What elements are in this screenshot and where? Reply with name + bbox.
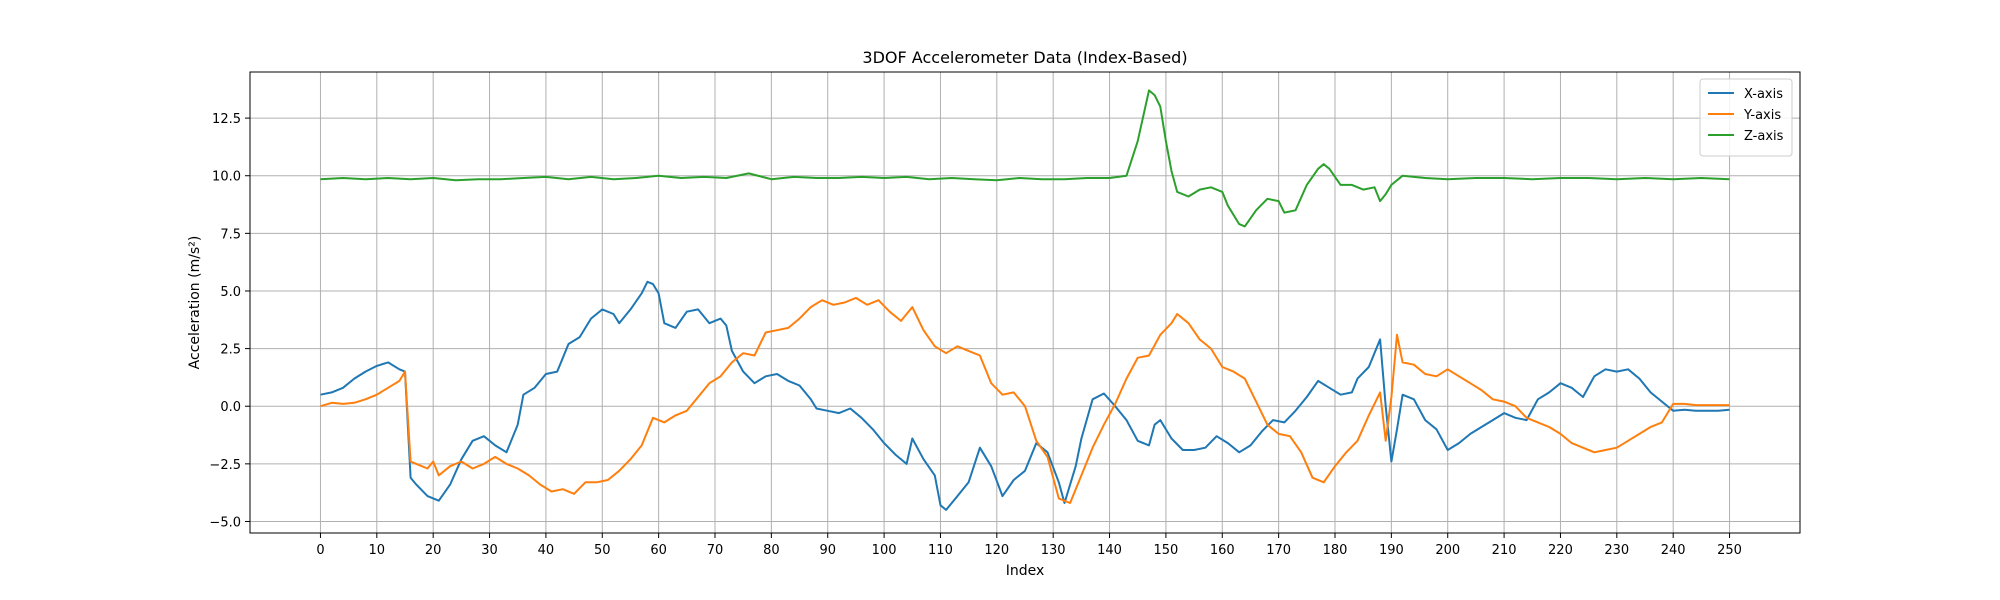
- y-tick-label: −5.0: [209, 515, 241, 530]
- x-tick-label: 130: [1041, 543, 1066, 558]
- x-tick-label: 40: [538, 543, 555, 558]
- y-tick-label: 2.5: [220, 343, 241, 358]
- x-tick-label: 220: [1548, 543, 1573, 558]
- y-axis-label: Acceleration (m/s²): [187, 236, 203, 370]
- series-line-y-axis: [320, 296, 1730, 504]
- series-group: [320, 89, 1730, 511]
- legend-label-z-axis: Z-axis: [1744, 129, 1784, 144]
- x-axis-label: Index: [1006, 563, 1045, 579]
- legend: X-axis Y-axis Z-axis: [1699, 78, 1793, 157]
- x-tick-label: 160: [1210, 543, 1235, 558]
- series-line-x-axis: [320, 280, 1730, 511]
- x-tick-label: 210: [1492, 543, 1517, 558]
- x-tick-label: 30: [481, 543, 498, 558]
- x-tick-label: 90: [819, 543, 836, 558]
- y-tick-label: 5.0: [220, 285, 241, 300]
- plot-frame: [249, 71, 1801, 534]
- x-tick-label: 200: [1435, 543, 1460, 558]
- y-tick-label: 7.5: [220, 227, 241, 242]
- y-tick-label: 0.0: [220, 400, 241, 415]
- ticks: 0 10 20 30 40 50 60 70 80 90 100 110 120 130 140 150 160…: [209, 112, 1742, 558]
- x-tick-label: 140: [1097, 543, 1122, 558]
- x-tick-label: 230: [1604, 543, 1629, 558]
- x-tick-label: 0: [316, 543, 324, 558]
- x-tick-label: 100: [872, 543, 897, 558]
- x-tick-label: 60: [650, 543, 667, 558]
- x-tick-label: 170: [1266, 543, 1291, 558]
- series-line-z-axis: [320, 89, 1730, 228]
- legend-label-x-axis: X-axis: [1744, 87, 1783, 102]
- x-tick-label: 50: [594, 543, 611, 558]
- chart-title: 3DOF Accelerometer Data (Index-Based): [862, 48, 1187, 67]
- x-tick-label: 180: [1323, 543, 1348, 558]
- x-tick-label: 190: [1379, 543, 1404, 558]
- x-tick-label: 20: [425, 543, 442, 558]
- x-tick-label: 80: [763, 543, 780, 558]
- y-tick-label: 12.5: [212, 112, 241, 127]
- x-tick-label: 120: [984, 543, 1009, 558]
- x-tick-label: 150: [1153, 543, 1178, 558]
- x-tick-label: 70: [707, 543, 724, 558]
- y-tick-label: 10.0: [212, 170, 241, 185]
- legend-box: [1699, 78, 1793, 157]
- x-tick-label: 110: [928, 543, 953, 558]
- legend-label-y-axis: Y-axis: [1743, 108, 1781, 123]
- x-tick-label: 240: [1661, 543, 1686, 558]
- x-tick-label: 10: [369, 543, 386, 558]
- y-tick-label: −2.5: [209, 458, 241, 473]
- x-tick-label: 250: [1717, 543, 1742, 558]
